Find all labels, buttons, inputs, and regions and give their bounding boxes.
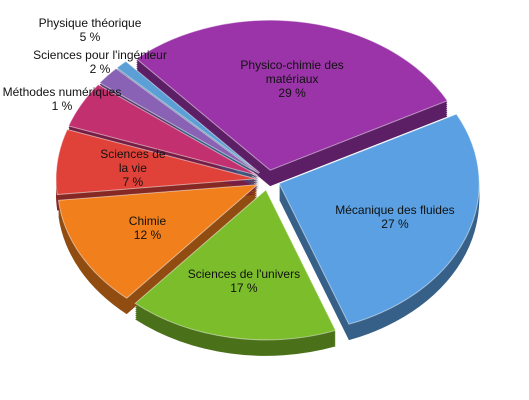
category-label: Physico-chimie des matériaux (240, 57, 344, 86)
category-label: Sciences de la vie (100, 147, 166, 176)
category-label: Méthodes numériques (2, 85, 122, 99)
slice-label: Physique théorique 5 % (30, 16, 150, 44)
slice (67, 83, 258, 176)
value-label: 5 % (79, 30, 101, 44)
slice (278, 113, 480, 325)
value-label: 29 % (278, 85, 306, 100)
slice (57, 184, 259, 299)
slice-label: Sciences de l'univers 17 % (164, 267, 324, 295)
slice-label: Mécanique des fluides 27 % (315, 203, 475, 231)
slice (55, 128, 257, 196)
slice-label: Sciences pour l'ingénieur 2 % (20, 48, 180, 76)
slice (135, 19, 449, 171)
slice (134, 189, 337, 341)
category-label: Sciences de l'univers (187, 267, 301, 282)
category-label: Sciences pour l'ingénieur (33, 48, 167, 62)
slice-label: Sciences de la vie 7 % (98, 147, 168, 189)
category-label: Mécanique des fluides (335, 202, 455, 217)
slice-label: Chimie 12 % (107, 214, 187, 242)
slice (115, 60, 261, 174)
category-label: Physique théorique (38, 16, 142, 30)
value-label: 27 % (381, 216, 409, 231)
slice-label: Physico-chimie des matériaux 29 % (237, 58, 347, 100)
value-label: 17 % (230, 281, 258, 296)
slice-label: Méthodes numériques 1 % (0, 85, 142, 113)
value-label: 2 % (89, 62, 111, 76)
value-label: 1 % (51, 99, 73, 113)
slice (98, 67, 260, 174)
value-label: 12 % (133, 227, 162, 242)
category-label: Chimie (128, 213, 167, 228)
value-label: 7 % (122, 175, 144, 190)
